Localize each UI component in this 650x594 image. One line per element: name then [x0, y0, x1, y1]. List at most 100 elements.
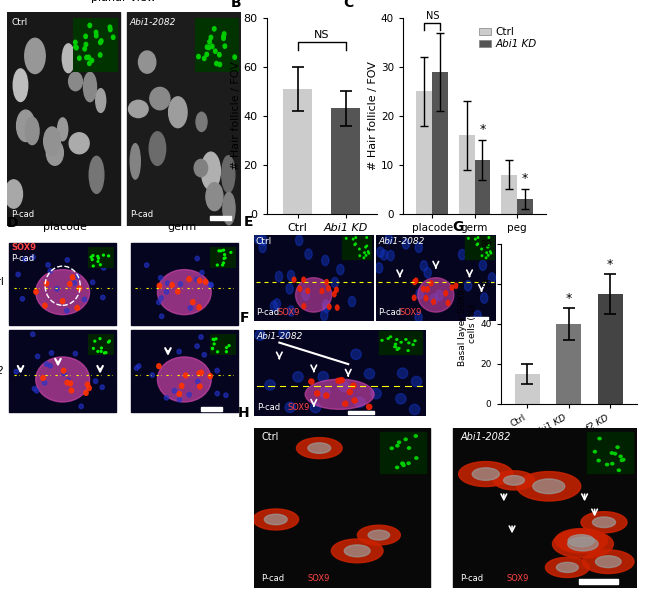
Ellipse shape [100, 385, 105, 390]
Ellipse shape [396, 466, 398, 469]
Ellipse shape [493, 471, 535, 490]
Ellipse shape [325, 280, 328, 285]
Bar [88, 247, 114, 268]
Ellipse shape [265, 380, 275, 390]
Ellipse shape [157, 300, 161, 305]
Ellipse shape [75, 274, 79, 279]
Y-axis label: Basal layer SOX9+
cells (%): Basal layer SOX9+ cells (%) [458, 282, 477, 366]
Ellipse shape [94, 340, 96, 342]
Text: P-cad: P-cad [378, 308, 401, 317]
Ellipse shape [144, 263, 149, 267]
Ellipse shape [32, 387, 36, 391]
Ellipse shape [517, 472, 580, 501]
Ellipse shape [458, 249, 465, 260]
Ellipse shape [222, 34, 226, 39]
Ellipse shape [223, 249, 224, 251]
Ellipse shape [17, 110, 34, 141]
Text: Abi1-2082: Abi1-2082 [378, 237, 424, 247]
Ellipse shape [223, 44, 227, 48]
Ellipse shape [381, 340, 383, 341]
Ellipse shape [355, 397, 365, 407]
Ellipse shape [305, 249, 312, 260]
Ellipse shape [302, 304, 305, 309]
Ellipse shape [477, 237, 478, 238]
Y-axis label: # Hair follicle / FOV: # Hair follicle / FOV [231, 61, 240, 170]
Bar [500, 175, 517, 214]
Ellipse shape [178, 282, 183, 286]
Ellipse shape [75, 305, 79, 310]
Legend: Ctrl, Abi1 KD: Ctrl, Abi1 KD [474, 23, 541, 53]
Ellipse shape [222, 156, 235, 192]
Ellipse shape [68, 381, 73, 386]
Ellipse shape [332, 277, 339, 288]
Ellipse shape [346, 238, 347, 239]
Ellipse shape [364, 369, 374, 379]
Ellipse shape [359, 248, 360, 250]
Bar [380, 432, 426, 473]
Ellipse shape [150, 373, 155, 377]
Ellipse shape [25, 38, 46, 74]
Ellipse shape [49, 350, 53, 355]
Text: SOX9: SOX9 [11, 243, 36, 252]
Ellipse shape [279, 328, 289, 338]
Ellipse shape [421, 261, 428, 271]
Ellipse shape [101, 347, 102, 349]
Text: germ: germ [168, 222, 196, 232]
Text: NS: NS [426, 11, 439, 21]
Ellipse shape [324, 393, 329, 398]
Ellipse shape [196, 380, 200, 384]
Ellipse shape [69, 72, 83, 91]
Ellipse shape [107, 341, 109, 343]
Ellipse shape [100, 350, 102, 352]
Ellipse shape [614, 453, 617, 455]
Ellipse shape [108, 255, 110, 257]
Ellipse shape [85, 382, 90, 387]
Ellipse shape [489, 251, 491, 252]
Ellipse shape [481, 255, 483, 257]
Ellipse shape [198, 278, 202, 283]
Text: D: D [6, 216, 18, 230]
Bar [598, 293, 623, 404]
Ellipse shape [84, 390, 88, 396]
Ellipse shape [36, 354, 40, 359]
Text: SOX9: SOX9 [307, 574, 330, 583]
Ellipse shape [99, 39, 103, 43]
Ellipse shape [218, 250, 220, 252]
Ellipse shape [103, 352, 105, 354]
Ellipse shape [200, 270, 204, 275]
Bar [127, 12, 240, 226]
Ellipse shape [196, 112, 207, 131]
Ellipse shape [396, 349, 398, 350]
Ellipse shape [98, 257, 99, 259]
Ellipse shape [348, 296, 356, 307]
Ellipse shape [20, 296, 25, 301]
Ellipse shape [220, 250, 222, 252]
Ellipse shape [223, 192, 235, 225]
Text: P-cad: P-cad [131, 210, 153, 219]
Ellipse shape [183, 373, 188, 378]
Ellipse shape [387, 251, 394, 261]
Ellipse shape [328, 304, 331, 309]
Ellipse shape [65, 258, 70, 263]
Text: *: * [479, 123, 486, 136]
Ellipse shape [363, 257, 365, 258]
Ellipse shape [23, 257, 27, 261]
Ellipse shape [211, 45, 214, 49]
Ellipse shape [105, 352, 107, 353]
Ellipse shape [55, 287, 59, 291]
Ellipse shape [177, 397, 181, 402]
Ellipse shape [98, 53, 102, 57]
Ellipse shape [43, 303, 47, 308]
Bar [131, 243, 238, 325]
Ellipse shape [597, 459, 600, 462]
Ellipse shape [73, 40, 77, 45]
Ellipse shape [619, 455, 622, 457]
Ellipse shape [206, 182, 223, 211]
Ellipse shape [410, 405, 420, 415]
Ellipse shape [177, 349, 181, 354]
Bar [9, 330, 116, 412]
Ellipse shape [217, 248, 222, 252]
Ellipse shape [320, 289, 324, 293]
Ellipse shape [610, 452, 614, 454]
Ellipse shape [404, 438, 407, 441]
